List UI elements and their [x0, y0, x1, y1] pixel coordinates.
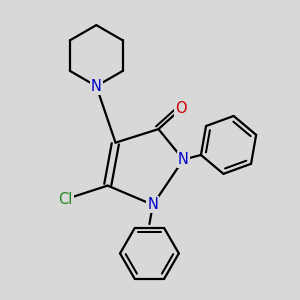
Text: O: O	[175, 101, 187, 116]
Text: N: N	[147, 197, 158, 212]
Text: Cl: Cl	[58, 192, 73, 207]
Text: N: N	[91, 79, 102, 94]
Text: N: N	[178, 152, 189, 167]
